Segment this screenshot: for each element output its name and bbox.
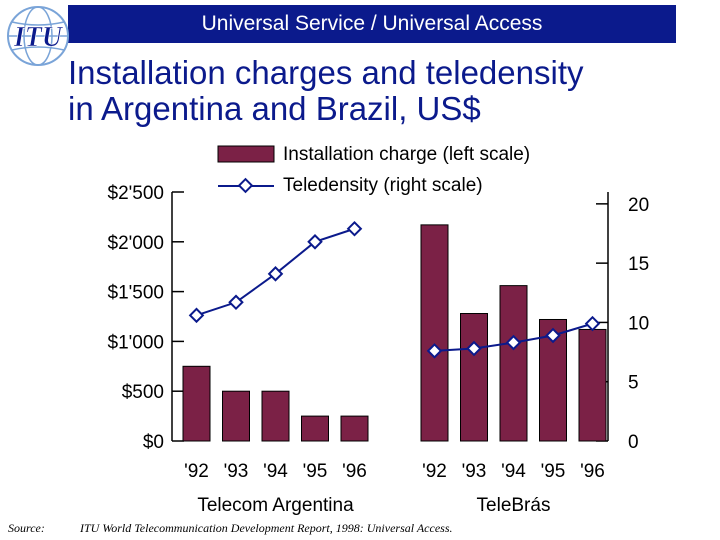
installation-charge-bar — [261, 390, 290, 442]
x-tick-label: '94 — [263, 461, 288, 482]
right-tick-label: 5 — [628, 373, 639, 394]
teledensity-point — [466, 340, 482, 357]
header-bar: Universal Service / Universal Access — [68, 5, 676, 43]
axis-labels: $0 $500 $1'000 $1'500 $2'000 $2'500 0 5 10 15 20 '9… — [108, 183, 650, 516]
slide-title: Installation charges and teledensity in … — [68, 55, 708, 127]
right-tick-label: 10 — [628, 313, 649, 334]
title-line-1: Installation charges and teledensity — [68, 54, 584, 91]
left-tick-label: $2'000 — [108, 233, 164, 254]
logo-text: ITU — [13, 22, 64, 53]
x-tick-label: '93 — [224, 461, 249, 482]
x-tick-label: '94 — [501, 461, 526, 482]
x-tick-label: '96 — [342, 461, 367, 482]
x-tick-label: '95 — [303, 461, 328, 482]
teledensity-point — [505, 334, 522, 351]
right-tick-label: 20 — [628, 195, 649, 216]
x-tick-label: '95 — [541, 461, 566, 482]
installation-charge-bar — [460, 313, 488, 442]
header-title: Universal Service / Universal Access — [201, 12, 543, 35]
left-tick-label: $0 — [143, 432, 164, 453]
installation-charge-bar — [182, 365, 211, 442]
x-tick-label: '92 — [422, 461, 447, 482]
teledensity-point — [307, 234, 323, 250]
legend-line-label: Teledensity (right scale) — [283, 175, 483, 196]
itu-logo: ITU — [7, 6, 69, 66]
x-tick-label: '96 — [580, 461, 605, 482]
teledensity-point — [426, 343, 443, 359]
teledensity-point — [228, 294, 244, 311]
installation-charge-bar — [420, 224, 449, 442]
source-text: ITU World Telecommunication Development … — [80, 521, 453, 535]
source-label: Source: — [8, 521, 45, 535]
legend-line-marker — [237, 177, 254, 194]
left-tick-label: $2'500 — [108, 183, 164, 204]
teledensity-point — [346, 220, 363, 237]
installation-charge-bar — [499, 285, 528, 442]
teledensity-lines — [188, 220, 601, 359]
installation-charge-bar — [340, 415, 369, 442]
x-tick-label: '93 — [462, 461, 487, 482]
left-tick-label: $1'500 — [108, 283, 164, 304]
installation-charge-bar — [222, 390, 250, 442]
legend-bar-swatch — [217, 145, 275, 163]
globe-icon — [7, 6, 69, 66]
left-tick-label: $500 — [122, 382, 164, 403]
title-line-2: in Argentina and Brazil, US$ — [68, 90, 481, 127]
group-label: TeleBrás — [477, 495, 551, 516]
bars — [182, 224, 607, 442]
legend: Installation charge (left scale) Teleden… — [217, 144, 530, 196]
right-tick-label: 0 — [628, 432, 639, 453]
x-tick-label: '92 — [184, 461, 209, 482]
installation-charge-bar — [578, 328, 607, 442]
teledensity-point — [545, 327, 561, 344]
teledensity-point — [267, 266, 284, 282]
teledensity-point — [584, 315, 601, 332]
left-tick-label: $1'000 — [108, 332, 164, 353]
installation-charge-bar — [301, 415, 329, 442]
group-label: Telecom Argentina — [197, 495, 354, 516]
right-tick-label: 15 — [628, 254, 649, 275]
teledensity-point — [188, 307, 205, 324]
legend-bar-label: Installation charge (left scale) — [283, 144, 530, 165]
